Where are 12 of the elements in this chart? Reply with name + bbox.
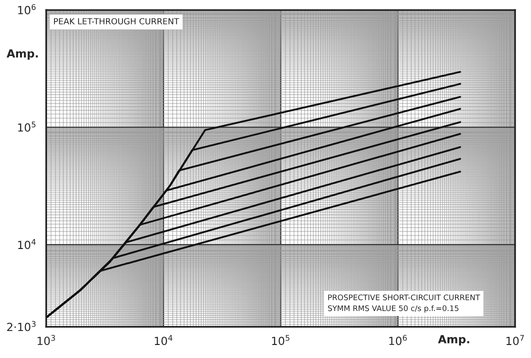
y-tick-label: 10$^{4}$: [18, 239, 36, 250]
y-tick-label: 10$^{5}$: [18, 122, 36, 132]
x-tick-label: 10$^{5}$: [272, 335, 290, 346]
y-axis-title: Amp.: [6, 49, 38, 60]
x-tick-label: 10$^{3}$: [38, 334, 55, 346]
text: PEAK LET-THROUGH CURRENT: [54, 18, 180, 24]
y-tick-label: 2·10$^{3}$: [7, 320, 36, 332]
x-tick-label: 10$^{7}$: [506, 335, 524, 346]
x-axis-title: Amp.: [438, 335, 470, 346]
x-tick-label: 10$^{4}$: [154, 335, 172, 346]
y-tick-label: 10$^{6}$: [18, 4, 36, 14]
x-tick-label: 10$^{6}$: [389, 334, 407, 346]
